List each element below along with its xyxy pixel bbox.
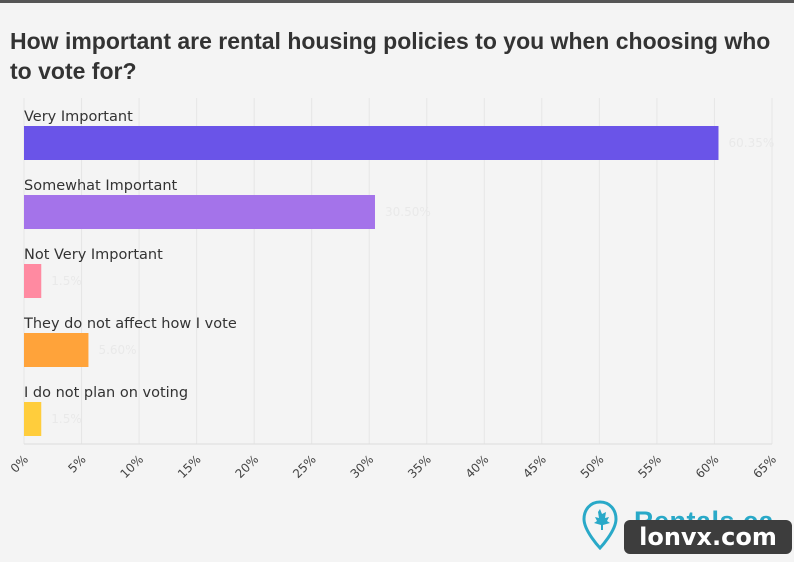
data-label: 60.35% [728,136,774,150]
x-tick-label: 15% [175,452,204,481]
bar [24,402,42,436]
x-tick-label: 20% [233,452,262,481]
category-label: Somewhat Important [24,178,178,194]
data-label: 5.60% [98,343,136,357]
location-pin-maple-leaf-icon [582,500,618,550]
data-label: 30.50% [385,205,431,219]
top-border [0,0,794,3]
data-label: 1.5% [51,274,81,288]
data-label: 1.5% [51,412,81,426]
x-tick-label: 0% [8,452,31,475]
x-tick-label: 5% [65,452,88,475]
category-label: I do not plan on voting [24,385,188,401]
x-tick-label: 60% [693,452,722,481]
x-tick-label: 40% [463,452,492,481]
watermark: lonvx.com [624,520,792,554]
x-tick-label: 50% [578,452,607,481]
bar [24,264,42,298]
x-tick-label: 10% [117,452,146,481]
x-tick-label: 55% [635,452,664,481]
x-tick-label: 45% [520,452,549,481]
bar [24,126,719,160]
category-label: They do not affect how I vote [23,316,237,332]
x-axis-ticks: 0% 5% 10% 15% 20% 25% 30% 35% 40% 45% 50% 55% 60% 65% [8,452,779,481]
bars: Very Important 60.35% Somewhat Important 30… [23,109,774,436]
bar [24,333,89,367]
bar-chart: Very Important 60.35% Somewhat Important 30… [8,98,779,481]
category-label: Very Important [24,109,133,125]
x-tick-label: 30% [348,452,377,481]
x-tick-label: 25% [290,452,319,481]
x-tick-label: 35% [405,452,434,481]
x-tick-label: 65% [750,452,779,481]
chart-title: How important are rental housing policie… [10,28,771,84]
category-label: Not Very Important [24,247,163,263]
bar [24,195,375,229]
